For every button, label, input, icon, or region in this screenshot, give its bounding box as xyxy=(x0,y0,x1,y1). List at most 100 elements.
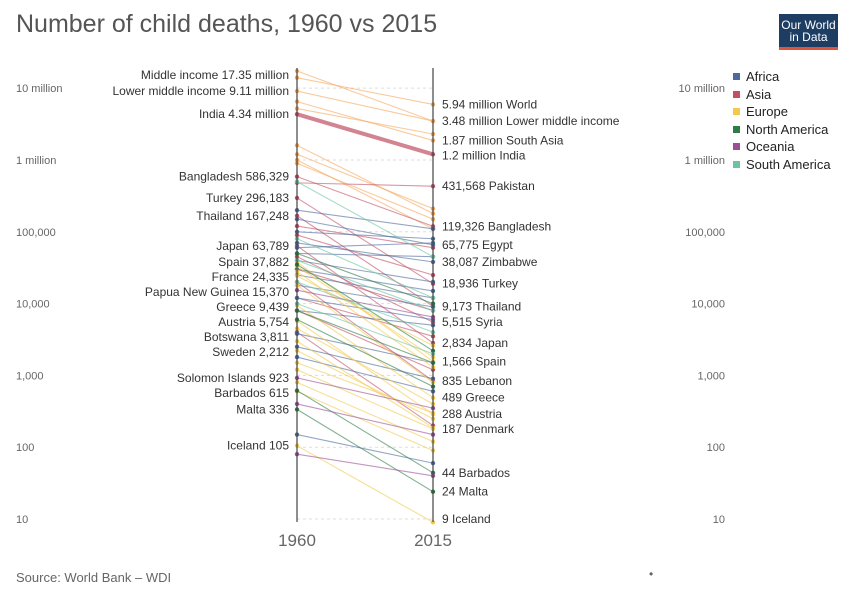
legend-swatch-africa xyxy=(733,73,740,81)
series-line-13 xyxy=(296,215,434,307)
label-1960-iceland-105: Iceland 105 xyxy=(227,439,289,453)
series-line-28 xyxy=(296,252,434,258)
series-line-35 xyxy=(296,333,434,364)
label-1960-thailand-167-248: Thailand 167,248 xyxy=(196,209,289,223)
label-1960-spain-37-882: Spain 37,882 xyxy=(218,255,289,269)
legend-item-oceania[interactable]: Oceania xyxy=(733,138,831,156)
label-1960-india-4-34-million: India 4.34 million xyxy=(199,107,289,121)
series-line-24 xyxy=(296,218,434,246)
point-2015-53 xyxy=(430,520,436,525)
x-label-1960: 1960 xyxy=(278,531,316,550)
series-line-66 xyxy=(296,259,434,312)
series-line-68 xyxy=(296,303,434,355)
series-line-19 xyxy=(296,281,434,382)
label-1960-austria-5-754: Austria 5,754 xyxy=(218,315,289,329)
series-line-8 xyxy=(296,159,434,230)
label-1960-malta-336: Malta 336 xyxy=(236,402,289,416)
series-line-1 xyxy=(296,77,434,105)
series-line-64 xyxy=(296,181,434,258)
series-line-10 xyxy=(296,176,434,227)
label-2015-2-834-japan: 2,834 Japan xyxy=(442,336,508,350)
series-line-63 xyxy=(296,453,434,477)
series-line-62 xyxy=(296,403,434,436)
label-2015-1-2-million-india: 1.2 million India xyxy=(442,148,526,162)
legend-item-south-america[interactable]: South America xyxy=(733,156,831,174)
label-2015-18-936-turkey: 18,936 Turkey xyxy=(442,277,518,291)
label-2015-44-barbados: 44 Barbados xyxy=(442,466,510,480)
label-2015-431-568-pakistan: 431,568 Pakistan xyxy=(442,179,535,193)
series-line-32 xyxy=(296,284,434,308)
series-line-6 xyxy=(296,153,434,210)
series-line-57 xyxy=(296,319,434,388)
legend: Africa Asia Europe North America Oceania… xyxy=(733,68,831,173)
series-line-65 xyxy=(296,238,434,299)
series-line-44 xyxy=(296,304,434,399)
legend-swatch-north-america xyxy=(733,125,740,133)
legend-swatch-south-america xyxy=(733,160,740,168)
series-line-42 xyxy=(296,271,434,368)
series-line-55 xyxy=(296,264,434,352)
label-2015-65-775-egypt: 65,775 Egypt xyxy=(442,238,513,252)
legend-swatch-asia xyxy=(733,90,740,98)
y-tick-right-100000: 100,000 xyxy=(685,227,725,239)
label-2015-24-malta: 24 Malta xyxy=(442,485,488,499)
series-line-38 xyxy=(296,434,434,464)
y-tick-left-1000000: 1 million xyxy=(16,155,56,167)
label-2015-288-austria: 288 Austria xyxy=(442,407,502,421)
legend-label-oceania: Oceania xyxy=(746,139,795,155)
legend-label-south-america: South America xyxy=(746,156,831,172)
series-line-59 xyxy=(296,408,434,493)
series-line-34 xyxy=(296,310,434,326)
label-1960-barbados-615: Barbados 615 xyxy=(214,386,289,400)
label-2015-5-94-million-world: 5.94 million World xyxy=(442,97,537,111)
label-1960-middle-income-17-35-million: Middle income 17.35 million xyxy=(141,68,289,82)
series-line-0 xyxy=(296,70,434,122)
series-line-9 xyxy=(296,112,434,157)
series-line-46 xyxy=(296,328,434,405)
series-line-43 xyxy=(296,284,434,383)
y-tick-right-10: 10 xyxy=(713,514,725,526)
label-1960-japan-63-789: Japan 63,789 xyxy=(216,239,289,253)
legend-item-africa[interactable]: Africa xyxy=(733,68,831,86)
legend-item-europe[interactable]: Europe xyxy=(733,103,831,121)
series-line-11 xyxy=(296,182,434,187)
label-1960-greece-9-439: Greece 9,439 xyxy=(216,300,289,314)
series-line-37 xyxy=(296,356,434,392)
label-2015-3-48-million-lower-middle-income: 3.48 million Lower middle income xyxy=(442,114,620,128)
owid-logo[interactable]: Our World in Data xyxy=(779,14,838,50)
series-line-20 xyxy=(296,297,434,337)
series-line-60 xyxy=(296,289,434,318)
label-1960-papua-new-guinea-15-370: Papua New Guinea 15,370 xyxy=(145,285,289,299)
y-tick-right-100: 100 xyxy=(707,442,725,454)
series-line-5 xyxy=(296,144,434,214)
series-line-53 xyxy=(296,445,434,523)
series-line-15 xyxy=(296,225,434,249)
series-line-2 xyxy=(296,90,434,122)
series-line-12 xyxy=(296,197,434,285)
label-2015-38-087-zimbabwe: 38,087 Zimbabwe xyxy=(442,255,538,269)
label-1960-france-24-335: France 24,335 xyxy=(212,270,290,284)
y-tick-right-1000: 1,000 xyxy=(697,370,725,382)
label-1960-turkey-296-183: Turkey 296,183 xyxy=(206,191,289,205)
label-1960-sweden-2-212: Sweden 2,212 xyxy=(212,345,289,359)
legend-swatch-oceania xyxy=(733,143,740,151)
y-tick-left-10000000: 10 million xyxy=(16,83,62,95)
legend-item-asia[interactable]: Asia xyxy=(733,86,831,104)
series-line-29 xyxy=(296,259,434,283)
y-tick-left-100000: 100,000 xyxy=(16,227,56,239)
series-line-26 xyxy=(296,242,434,263)
legend-item-north-america[interactable]: North America xyxy=(733,121,831,139)
label-2015-5-515-syria: 5,515 Syria xyxy=(442,315,503,329)
label-2015-187-denmark: 187 Denmark xyxy=(442,422,515,436)
series-line-30 xyxy=(296,268,434,292)
legend-label-europe: Europe xyxy=(746,104,788,120)
chart-title: Number of child deaths, 1960 vs 2015 xyxy=(16,10,438,38)
series-line-50 xyxy=(296,369,434,430)
series-line-36 xyxy=(296,346,434,380)
legend-swatch-europe xyxy=(733,108,740,116)
series-line-56 xyxy=(296,310,434,364)
series-line-33 xyxy=(296,297,434,321)
legend-label-north-america: North America xyxy=(746,121,829,137)
series-line-48 xyxy=(296,350,434,420)
